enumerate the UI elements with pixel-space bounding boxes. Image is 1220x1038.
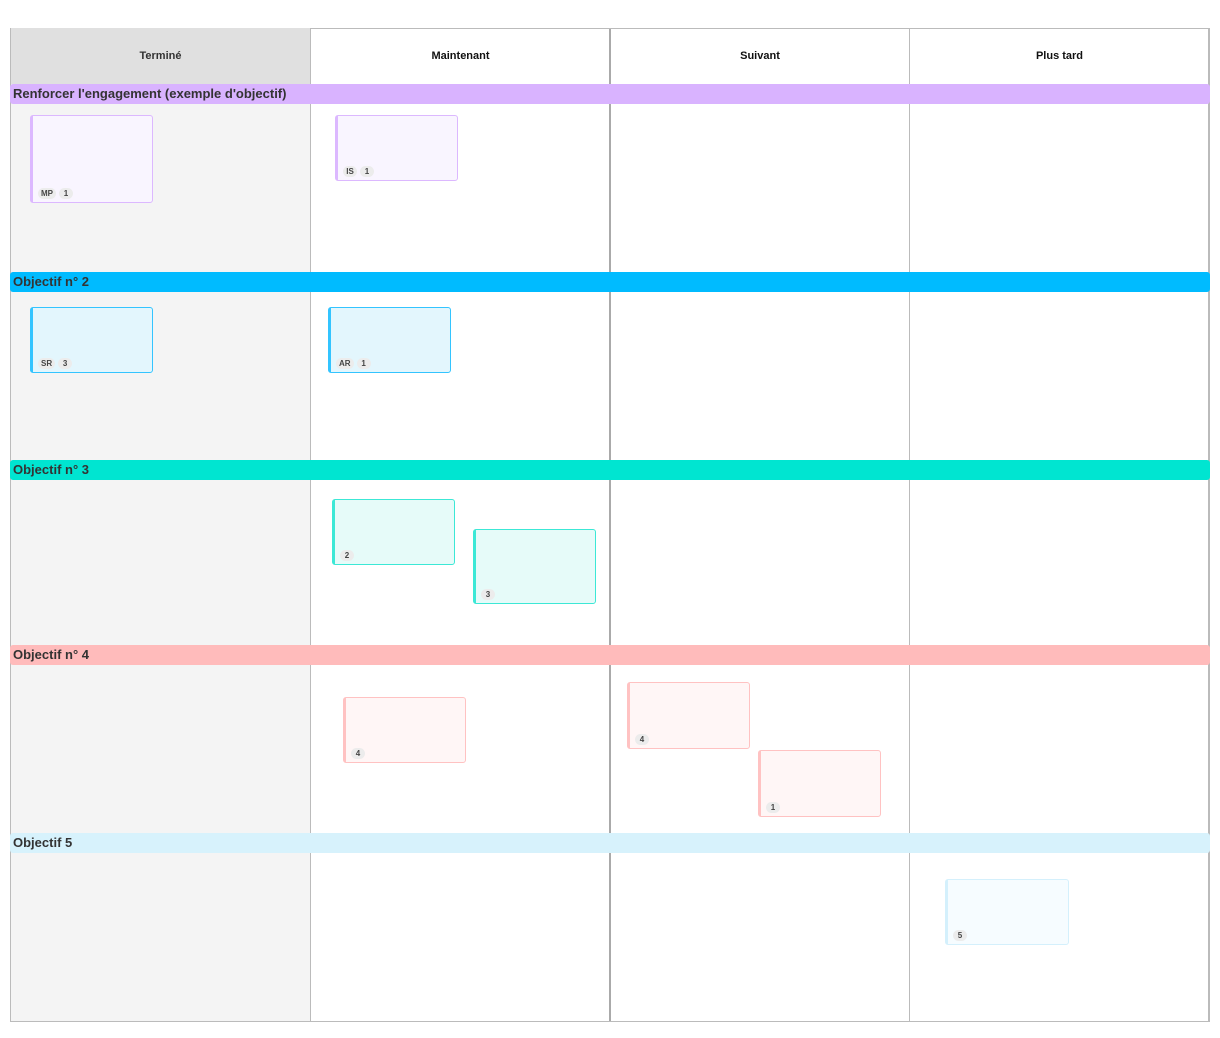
card-tags: MP 1: [38, 188, 73, 199]
card-tag: 2: [340, 550, 354, 561]
card-tag: 1: [59, 188, 73, 199]
card-tags: 3: [481, 589, 495, 600]
roadmap-card[interactable]: 5: [945, 879, 1069, 945]
card-tag: AR: [336, 358, 354, 369]
lane-header[interactable]: Renforcer l'engagement (exemple d'object…: [10, 84, 1210, 104]
roadmap-card[interactable]: SR 3: [30, 307, 153, 373]
card-tag: 1: [360, 166, 374, 177]
roadmap-card[interactable]: 2: [332, 499, 455, 565]
card-tag: 4: [635, 734, 649, 745]
card-tags: 4: [351, 748, 365, 759]
column-header-termine[interactable]: Terminé: [11, 28, 310, 84]
card-tag: 3: [481, 589, 495, 600]
lane-header[interactable]: Objectif n° 4: [10, 645, 1210, 665]
card-tags: 1: [766, 802, 780, 813]
card-tag: MP: [38, 188, 56, 199]
column-suivant: [611, 28, 910, 1022]
roadmap-card[interactable]: 4: [627, 682, 750, 749]
card-tags: 4: [635, 734, 649, 745]
lane-header[interactable]: Objectif n° 3: [10, 460, 1210, 480]
column-header-maintenant[interactable]: Maintenant: [431, 50, 490, 62]
column-header-suivant[interactable]: Suivant: [740, 50, 780, 62]
card-tags: 5: [953, 930, 967, 941]
roadmap-card[interactable]: MP 1: [30, 115, 153, 203]
card-tags: 2: [340, 550, 354, 561]
card-tag: 3: [58, 358, 73, 369]
roadmap-board: [10, 28, 1209, 1022]
roadmap-card[interactable]: AR 1: [328, 307, 451, 373]
lane-header[interactable]: Objectif n° 2: [10, 272, 1210, 292]
card-tags: IS 1: [343, 166, 374, 177]
card-tag: IS: [343, 166, 357, 177]
card-tag: 1: [766, 802, 780, 813]
roadmap-card[interactable]: 1: [758, 750, 881, 817]
lane-header[interactable]: Objectif 5: [10, 833, 1210, 853]
column-plus-tard: [910, 28, 1210, 1022]
column-header-plus-tard[interactable]: Plus tard: [1035, 50, 1084, 62]
roadmap-card[interactable]: IS 1: [335, 115, 458, 181]
card-tags: AR 1: [336, 358, 371, 369]
card-tags: SR 3: [38, 358, 73, 369]
column-maintenant: [311, 28, 611, 1022]
card-tag: SR: [38, 358, 56, 369]
card-tag: 1: [356, 358, 371, 369]
roadmap-card[interactable]: 3: [473, 529, 596, 604]
card-tag: 4: [351, 748, 365, 759]
roadmap-card[interactable]: 4: [343, 697, 466, 763]
card-tag: 5: [953, 930, 967, 941]
